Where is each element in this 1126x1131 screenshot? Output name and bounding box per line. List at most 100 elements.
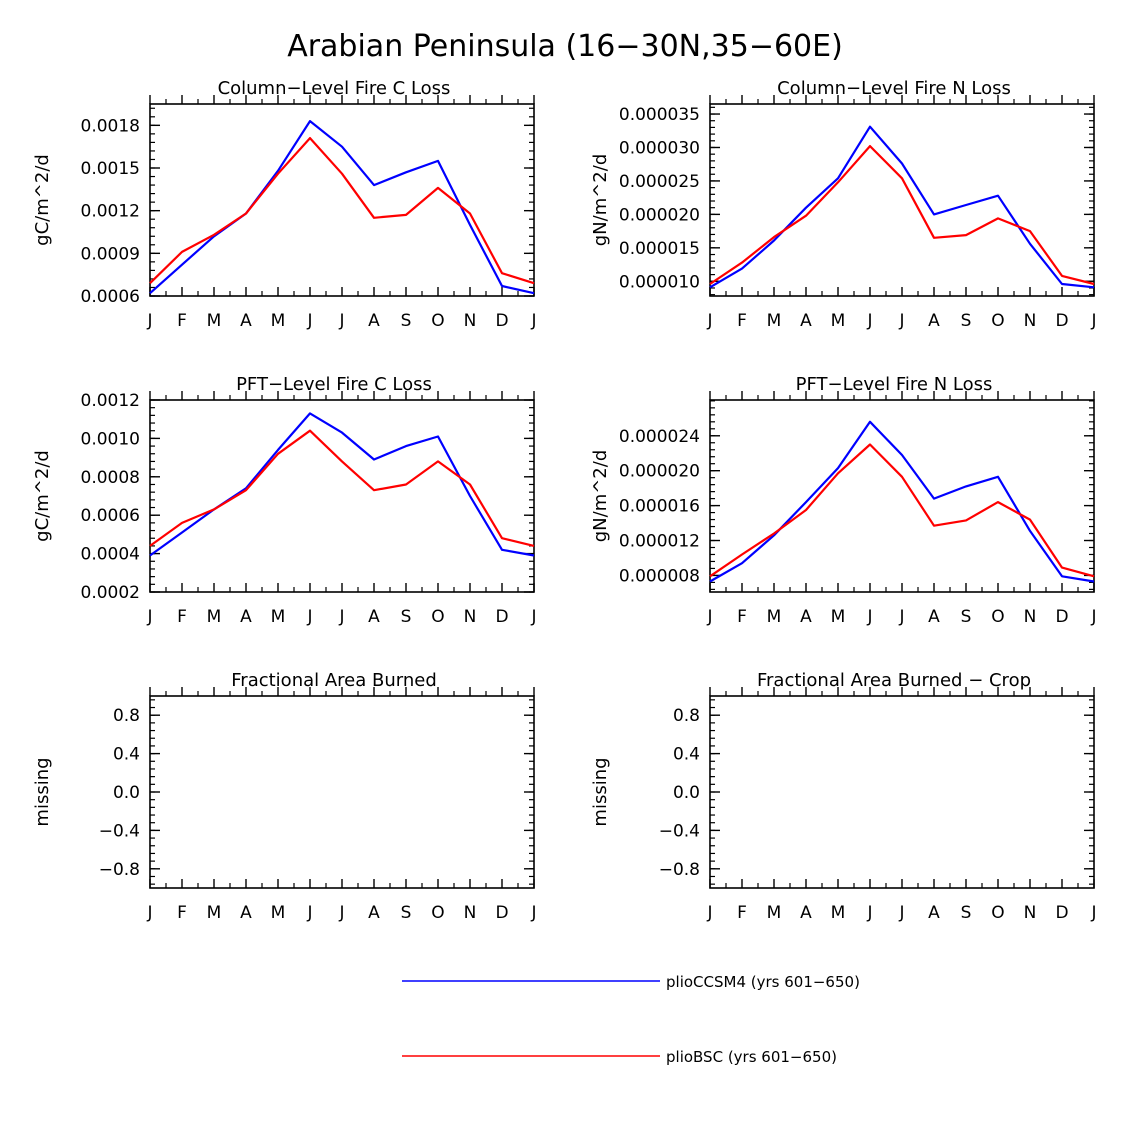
x-tick-label: A: [368, 607, 380, 627]
x-tick-label: J: [306, 607, 312, 627]
y-tick-label: 0.0: [673, 783, 700, 803]
x-tick-label: A: [368, 311, 380, 331]
x-tick-label: D: [495, 607, 508, 627]
x-tick-label: A: [368, 903, 380, 923]
x-tick-label: N: [1024, 311, 1037, 331]
x-tick-label: S: [961, 607, 972, 627]
x-tick-label: N: [464, 903, 477, 923]
plot-frame: [149, 103, 535, 297]
x-tick-label: A: [800, 607, 812, 627]
x-tick-label: J: [1090, 903, 1096, 923]
plot-frame: [149, 695, 535, 889]
x-tick-label: A: [240, 903, 252, 923]
series-line: [149, 137, 535, 285]
plot-frame: [709, 103, 1095, 297]
x-tick-label: O: [431, 607, 444, 627]
x-tick-label: M: [207, 607, 222, 627]
x-tick-label: J: [898, 903, 904, 923]
y-tick-label: −0.4: [659, 821, 700, 841]
y-tick-label: 0.000016: [619, 497, 700, 517]
y-tick-label: 0.000008: [619, 566, 700, 586]
x-tick-label: A: [240, 311, 252, 331]
chart-panel-5: J F M A M J J A S O N D J−0.8−0.40.00.40.8Fractional…: [32, 670, 537, 923]
legend: plioCCSM4 (yrs 601−650) plioBSC (yrs 601−…: [402, 973, 860, 1066]
x-tick-label: A: [928, 311, 940, 331]
y-axis-label: gN/m^2/d: [590, 450, 611, 543]
y-tick-label: 0.0: [113, 783, 140, 803]
x-tick-label: O: [991, 311, 1004, 331]
x-tick-label: M: [767, 311, 782, 331]
y-tick-label: 0.4: [673, 745, 700, 765]
x-tick-label: F: [177, 311, 187, 331]
chart-panel-6: J F M A M J J A S O N D J−0.8−0.40.00.40.8Fractional…: [590, 670, 1097, 923]
x-tick-label: J: [146, 607, 152, 627]
x-tick-label: S: [401, 903, 412, 923]
x-tick-label: F: [177, 607, 187, 627]
panel-title: PFT−Level Fire N Loss: [796, 374, 993, 395]
x-tick-label: N: [1024, 903, 1037, 923]
x-tick-label: D: [1055, 607, 1068, 627]
x-tick-label: J: [530, 311, 536, 331]
x-tick-label: J: [306, 311, 312, 331]
series-line: [149, 412, 535, 557]
y-tick-label: 0.000030: [619, 138, 700, 158]
y-tick-label: 0.0004: [81, 545, 140, 565]
x-tick-label: F: [737, 311, 747, 331]
y-tick-label: 0.8: [673, 706, 700, 726]
x-tick-label: J: [866, 311, 872, 331]
x-tick-label: J: [898, 607, 904, 627]
x-tick-label: A: [928, 607, 940, 627]
x-tick-label: D: [1055, 311, 1068, 331]
x-tick-label: M: [271, 311, 286, 331]
y-tick-label: −0.8: [659, 860, 700, 880]
x-tick-label: M: [767, 607, 782, 627]
x-tick-label: J: [706, 903, 712, 923]
y-axis-label: missing: [32, 757, 53, 826]
x-tick-label: O: [431, 311, 444, 331]
chart-panel-4: J F M A M J J A S O N D J0.0000080.0000120.0000160.0…: [590, 374, 1097, 627]
plot-frame: [709, 399, 1095, 593]
legend-label: plioCCSM4 (yrs 601−650): [666, 973, 860, 991]
x-tick-label: A: [240, 607, 252, 627]
x-tick-label: J: [530, 607, 536, 627]
series-line: [709, 145, 1095, 286]
y-tick-label: 0.000024: [619, 427, 700, 447]
y-tick-label: 0.000035: [619, 105, 700, 125]
y-tick-label: 0.0012: [81, 202, 140, 222]
series-line: [149, 429, 535, 547]
x-tick-label: M: [271, 903, 286, 923]
x-tick-label: S: [961, 311, 972, 331]
x-tick-label: J: [530, 903, 536, 923]
x-tick-label: D: [1055, 903, 1068, 923]
page-title: Arabian Peninsula (16−30N,35−60E): [287, 29, 843, 64]
x-tick-label: J: [146, 903, 152, 923]
x-tick-label: M: [767, 903, 782, 923]
x-tick-label: J: [898, 311, 904, 331]
x-tick-label: M: [831, 311, 846, 331]
y-tick-label: 0.000015: [619, 239, 700, 259]
x-tick-label: J: [706, 607, 712, 627]
x-tick-label: J: [306, 903, 312, 923]
x-tick-label: A: [800, 903, 812, 923]
series-line: [709, 420, 1095, 583]
x-tick-label: O: [991, 903, 1004, 923]
x-tick-label: J: [866, 607, 872, 627]
y-tick-label: 0.0002: [81, 583, 140, 603]
y-tick-label: 0.8: [113, 706, 140, 726]
x-tick-label: S: [401, 311, 412, 331]
y-tick-label: 0.000010: [619, 272, 700, 292]
x-tick-label: J: [1090, 607, 1096, 627]
x-tick-label: F: [177, 903, 187, 923]
x-tick-label: D: [495, 311, 508, 331]
x-tick-label: J: [1090, 311, 1096, 331]
y-tick-label: 0.000012: [619, 532, 700, 552]
panel-title: Fractional Area Burned − Crop: [757, 670, 1031, 691]
x-tick-label: S: [961, 903, 972, 923]
y-tick-label: 0.0012: [81, 391, 140, 411]
chart-panel-1: J F M A M J J A S O N D J0.00060.00090.00120.00150.0…: [32, 78, 537, 331]
y-tick-label: −0.8: [99, 860, 140, 880]
series-line: [709, 125, 1095, 289]
x-tick-label: O: [431, 903, 444, 923]
y-tick-label: 0.0006: [81, 506, 140, 526]
